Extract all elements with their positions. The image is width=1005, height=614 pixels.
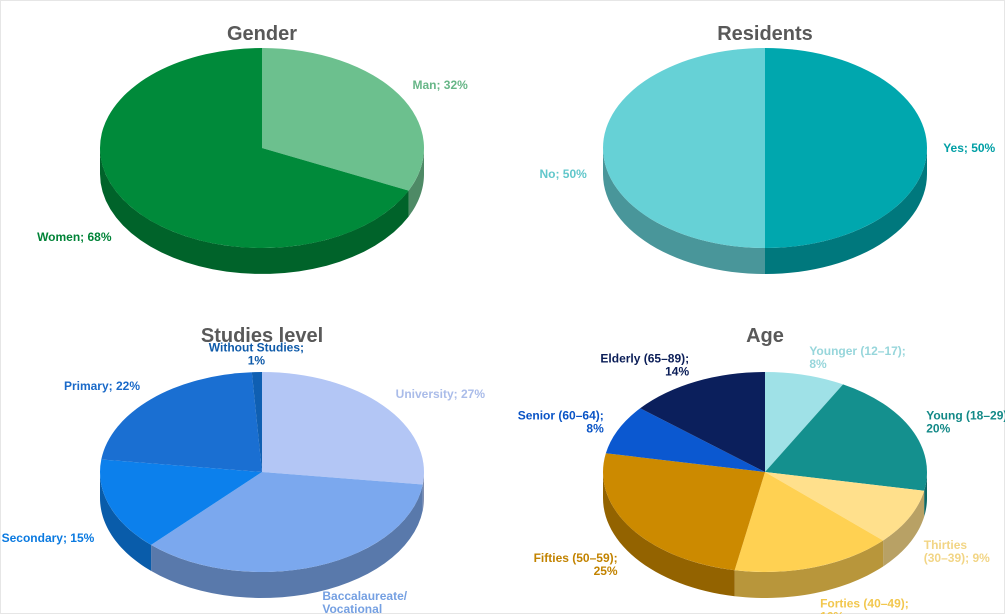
slice-side — [883, 490, 925, 567]
slice-side — [100, 148, 409, 274]
data-label: Baccalaureate/Vocationaleducation; 35% — [322, 589, 410, 614]
data-label: University; 27% — [396, 387, 486, 401]
slice-tops — [603, 48, 927, 248]
data-label: Younger (12–17); 8% — [809, 344, 905, 371]
slice-side — [734, 540, 884, 598]
data-label: Forties (40–49);16% — [820, 597, 909, 614]
slice-side — [765, 148, 927, 274]
slice-side — [603, 472, 735, 597]
data-label: Primary; 22% — [64, 379, 140, 393]
slice — [151, 472, 423, 573]
data-label: Senior (60–64); 8% — [518, 408, 604, 435]
slice-sides — [100, 472, 424, 598]
slice — [640, 372, 765, 472]
slice-side — [924, 472, 927, 517]
data-label: Women; 68% — [37, 230, 112, 244]
slice — [605, 408, 765, 472]
slice-side — [408, 148, 424, 217]
slice-tops — [99, 48, 424, 248]
data-label: Man; 32% — [412, 78, 468, 92]
data-label: Young (18–29); 20% — [926, 408, 1005, 435]
slice-side — [151, 484, 423, 598]
slice — [734, 472, 884, 572]
slice — [101, 372, 262, 472]
data-label: Thirties (30–39); 9% — [924, 538, 990, 565]
data-label: Yes; 50% — [943, 141, 995, 155]
slice — [765, 472, 925, 541]
data-label: Secondary; 15% — [2, 531, 95, 545]
data-label: Without Studies; 1% — [209, 341, 304, 368]
chart-title: Studies level — [201, 325, 323, 347]
slice-sides — [603, 472, 927, 598]
slice-side — [100, 472, 152, 571]
chart-title: Gender — [227, 23, 297, 45]
chart-title: Age — [746, 325, 784, 347]
slice — [765, 372, 844, 472]
slice-sides — [603, 148, 927, 274]
chart-title: Residents — [717, 23, 813, 45]
data-label: Fifties (50–59); 25% — [534, 551, 618, 578]
data-label: Elderly (65–89); 14% — [600, 352, 689, 379]
slice — [99, 459, 262, 545]
slice — [262, 372, 425, 485]
slice — [603, 48, 765, 248]
slice — [603, 453, 765, 571]
slice — [251, 372, 262, 472]
slice-tops — [603, 372, 928, 572]
slice-sides — [100, 148, 424, 274]
data-label: No; 50% — [539, 167, 587, 181]
slice-tops — [99, 372, 425, 573]
slice — [99, 48, 409, 248]
slice-side — [603, 148, 765, 274]
slice-side — [422, 472, 424, 511]
slice — [765, 384, 928, 491]
slice — [262, 48, 424, 191]
slice — [765, 48, 927, 248]
